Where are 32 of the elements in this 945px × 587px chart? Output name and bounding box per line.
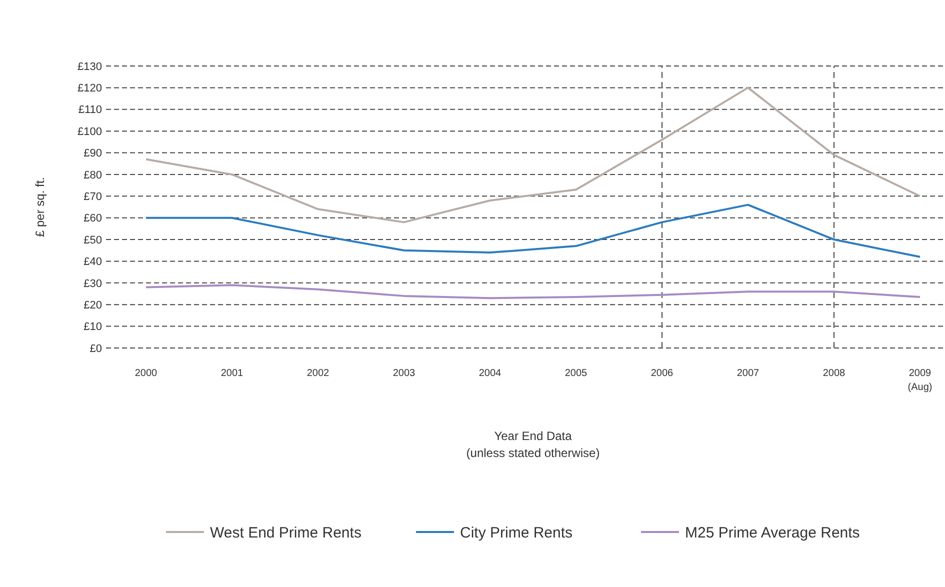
x-tick-label: 2001: [220, 368, 244, 379]
line-series: [145, 204, 921, 258]
y-tick-label: £100: [78, 126, 102, 138]
y-axis-title: £ per sq. ft.: [33, 176, 47, 238]
y-tick-label: £90: [84, 148, 102, 160]
line-series: [145, 284, 921, 300]
x-tick-label: 2006: [650, 368, 674, 379]
y-tick-label: £80: [84, 169, 102, 182]
y-tick-label: £10: [84, 321, 102, 334]
x-tick-label: 2004: [478, 368, 502, 379]
y-tick-label: £0: [90, 342, 102, 355]
x-axis-title: Year End Data (unless stated otherwise): [466, 429, 600, 460]
x-tick-label: 2005: [564, 368, 588, 379]
y-tick-label: £40: [84, 256, 102, 268]
legend-label: City Prime Rents: [460, 524, 573, 542]
x-tick-label: 2009 (Aug): [908, 368, 932, 393]
legend-label: M25 Prime Average Rents: [685, 524, 860, 542]
x-tick-label: 2000: [134, 368, 158, 379]
y-tick-label: £120: [78, 82, 102, 95]
y-tick-label: £50: [84, 234, 102, 246]
y-tick-label: £60: [84, 212, 102, 225]
y-tick-label: £110: [78, 104, 102, 116]
y-tick-label: £130: [78, 60, 102, 73]
x-tick-label: 2008: [822, 368, 846, 379]
x-tick-label: 2002: [306, 368, 330, 379]
x-tick-label: 2007: [736, 368, 760, 379]
legend-label: West End Prime Rents: [210, 524, 362, 542]
x-tick-label: 2003: [392, 368, 416, 379]
line-series: [145, 86, 921, 224]
y-tick-label: £70: [84, 191, 102, 204]
y-tick-label: £20: [84, 299, 102, 312]
y-tick-label: £30: [84, 278, 102, 290]
